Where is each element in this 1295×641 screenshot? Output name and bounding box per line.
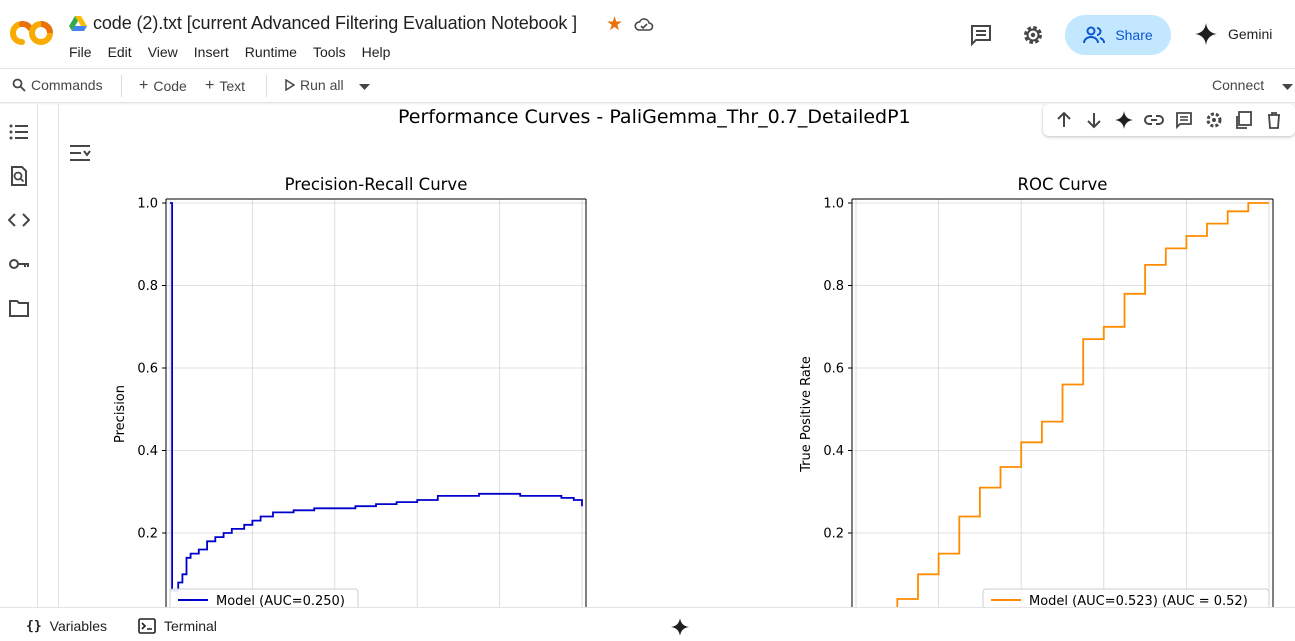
move-cell-down-icon[interactable] [1084, 110, 1104, 130]
notebook-content: Performance Curves - PaliGemma_Thr_0.7_D… [38, 104, 1295, 607]
figure-suptitle: Performance Curves - PaliGemma_Thr_0.7_D… [398, 106, 911, 128]
performance-curves-figure: Precision-Recall Curve 0.2 0.4 0.6 0.8 1.0 Pre… [113, 175, 1274, 607]
connect-button[interactable]: Connect [1212, 77, 1264, 93]
roc-ylabel: True Positive Rate [799, 356, 814, 473]
toolbar-divider [121, 75, 122, 97]
cell-gutter [58, 104, 59, 607]
notebook-toolbar: Commands + Code + Text Run all Connect [0, 68, 1295, 103]
notebook-title[interactable]: code (2).txt [current Advanced Filtering… [93, 13, 578, 33]
pr-ylabel: Precision [113, 385, 128, 443]
pr-ytick-label: 0.4 [137, 444, 158, 459]
play-icon [285, 79, 295, 91]
roc-ytick-label: 0.8 [823, 279, 844, 294]
variables-braces-icon: {} [26, 618, 42, 634]
cell-toolbar [1043, 104, 1295, 136]
terminal-label: Terminal [164, 618, 217, 634]
menu-tools[interactable]: Tools [312, 44, 346, 60]
toolbar-divider [266, 75, 267, 97]
add-code-button[interactable]: + Code [139, 77, 187, 95]
app-header: code (2).txt [current Advanced Filtering… [0, 0, 1295, 68]
pr-legend-label: Model (AUC=0.250) [216, 594, 345, 607]
roc-ytick-label: 0.2 [823, 527, 844, 542]
find-replace-icon[interactable] [8, 165, 30, 187]
connect-dropdown-icon[interactable] [1282, 84, 1293, 91]
cell-settings-icon[interactable] [1204, 110, 1224, 130]
menu-insert[interactable]: Insert [193, 44, 229, 60]
commands-button[interactable]: Commands [12, 77, 103, 93]
connect-label: Connect [1212, 77, 1265, 93]
menu-bar: File Edit View Insert Runtime Tools Help [69, 44, 406, 60]
code-snippets-icon[interactable] [8, 209, 30, 231]
settings-gear-icon[interactable] [1020, 22, 1046, 48]
roc-ytick-label: 0.6 [823, 362, 844, 377]
pr-legend-box [169, 588, 359, 607]
run-all-dropdown-icon[interactable] [359, 84, 370, 91]
secrets-key-icon[interactable] [8, 253, 30, 275]
add-text-button[interactable]: + Text [205, 77, 245, 95]
run-all-label: Run all [300, 77, 344, 93]
star-icon[interactable]: ★ [606, 14, 624, 35]
link-icon[interactable] [1144, 110, 1164, 130]
google-drive-icon[interactable] [69, 16, 87, 32]
pr-ytick-label: 1.0 [137, 197, 158, 212]
delete-cell-icon[interactable] [1264, 110, 1284, 130]
pr-series-line [170, 202, 583, 592]
bottom-status-bar: {} Variables Terminal [0, 607, 1295, 641]
roc-legend-box [982, 588, 1270, 607]
files-folder-icon[interactable] [8, 297, 30, 319]
move-cell-up-icon[interactable] [1054, 110, 1074, 130]
pr-chart-title: Precision-Recall Curve [285, 175, 468, 194]
output-options-icon[interactable] [68, 142, 92, 164]
comment-icon[interactable] [1174, 110, 1194, 130]
commands-label: Commands [31, 77, 103, 93]
share-label: Share [1115, 27, 1153, 43]
pr-ytick-label: 0.8 [137, 279, 158, 294]
gemini-sparkle-icon [1195, 23, 1217, 45]
menu-view[interactable]: View [147, 44, 178, 60]
roc-ytick-label: 1.0 [823, 197, 844, 212]
pr-ytick-label: 0.2 [137, 527, 158, 542]
roc-chart-title: ROC Curve [1018, 175, 1108, 194]
menu-file[interactable]: File [69, 44, 92, 60]
roc-legend-label: Model (AUC=0.523) (AUC = 0.52) [1029, 594, 1248, 607]
gemini-sparkle-icon[interactable] [670, 617, 690, 637]
menu-edit[interactable]: Edit [107, 44, 132, 60]
roc-ytick-label: 0.4 [823, 444, 844, 459]
terminal-button[interactable]: Terminal [138, 618, 217, 634]
menu-help[interactable]: Help [361, 44, 391, 60]
cloud-saved-icon[interactable] [634, 16, 654, 34]
variables-label: Variables [49, 618, 107, 634]
roc-series-line [896, 202, 1269, 607]
pr-ytick-label: 0.6 [137, 362, 158, 377]
table-of-contents-icon[interactable] [8, 121, 30, 143]
variables-button[interactable]: {} Variables [26, 618, 107, 634]
gemini-label: Gemini [1228, 26, 1273, 42]
menu-runtime[interactable]: Runtime [244, 44, 297, 60]
plus-icon: + [139, 77, 149, 94]
gemini-button[interactable]: Gemini [1194, 22, 1272, 46]
people-icon [1083, 26, 1106, 44]
comments-icon[interactable] [968, 22, 994, 48]
colab-logo-icon[interactable] [10, 16, 54, 50]
add-code-label: Code [153, 78, 187, 94]
plus-icon: + [205, 77, 215, 94]
gemini-cell-icon[interactable] [1114, 110, 1134, 130]
share-button[interactable]: Share [1065, 15, 1171, 55]
terminal-icon [138, 618, 156, 634]
left-sidebar [0, 104, 38, 607]
mirror-cell-icon[interactable] [1234, 110, 1254, 130]
search-icon [12, 78, 26, 92]
add-text-label: Text [219, 78, 246, 94]
run-all-button[interactable]: Run all [285, 77, 344, 93]
